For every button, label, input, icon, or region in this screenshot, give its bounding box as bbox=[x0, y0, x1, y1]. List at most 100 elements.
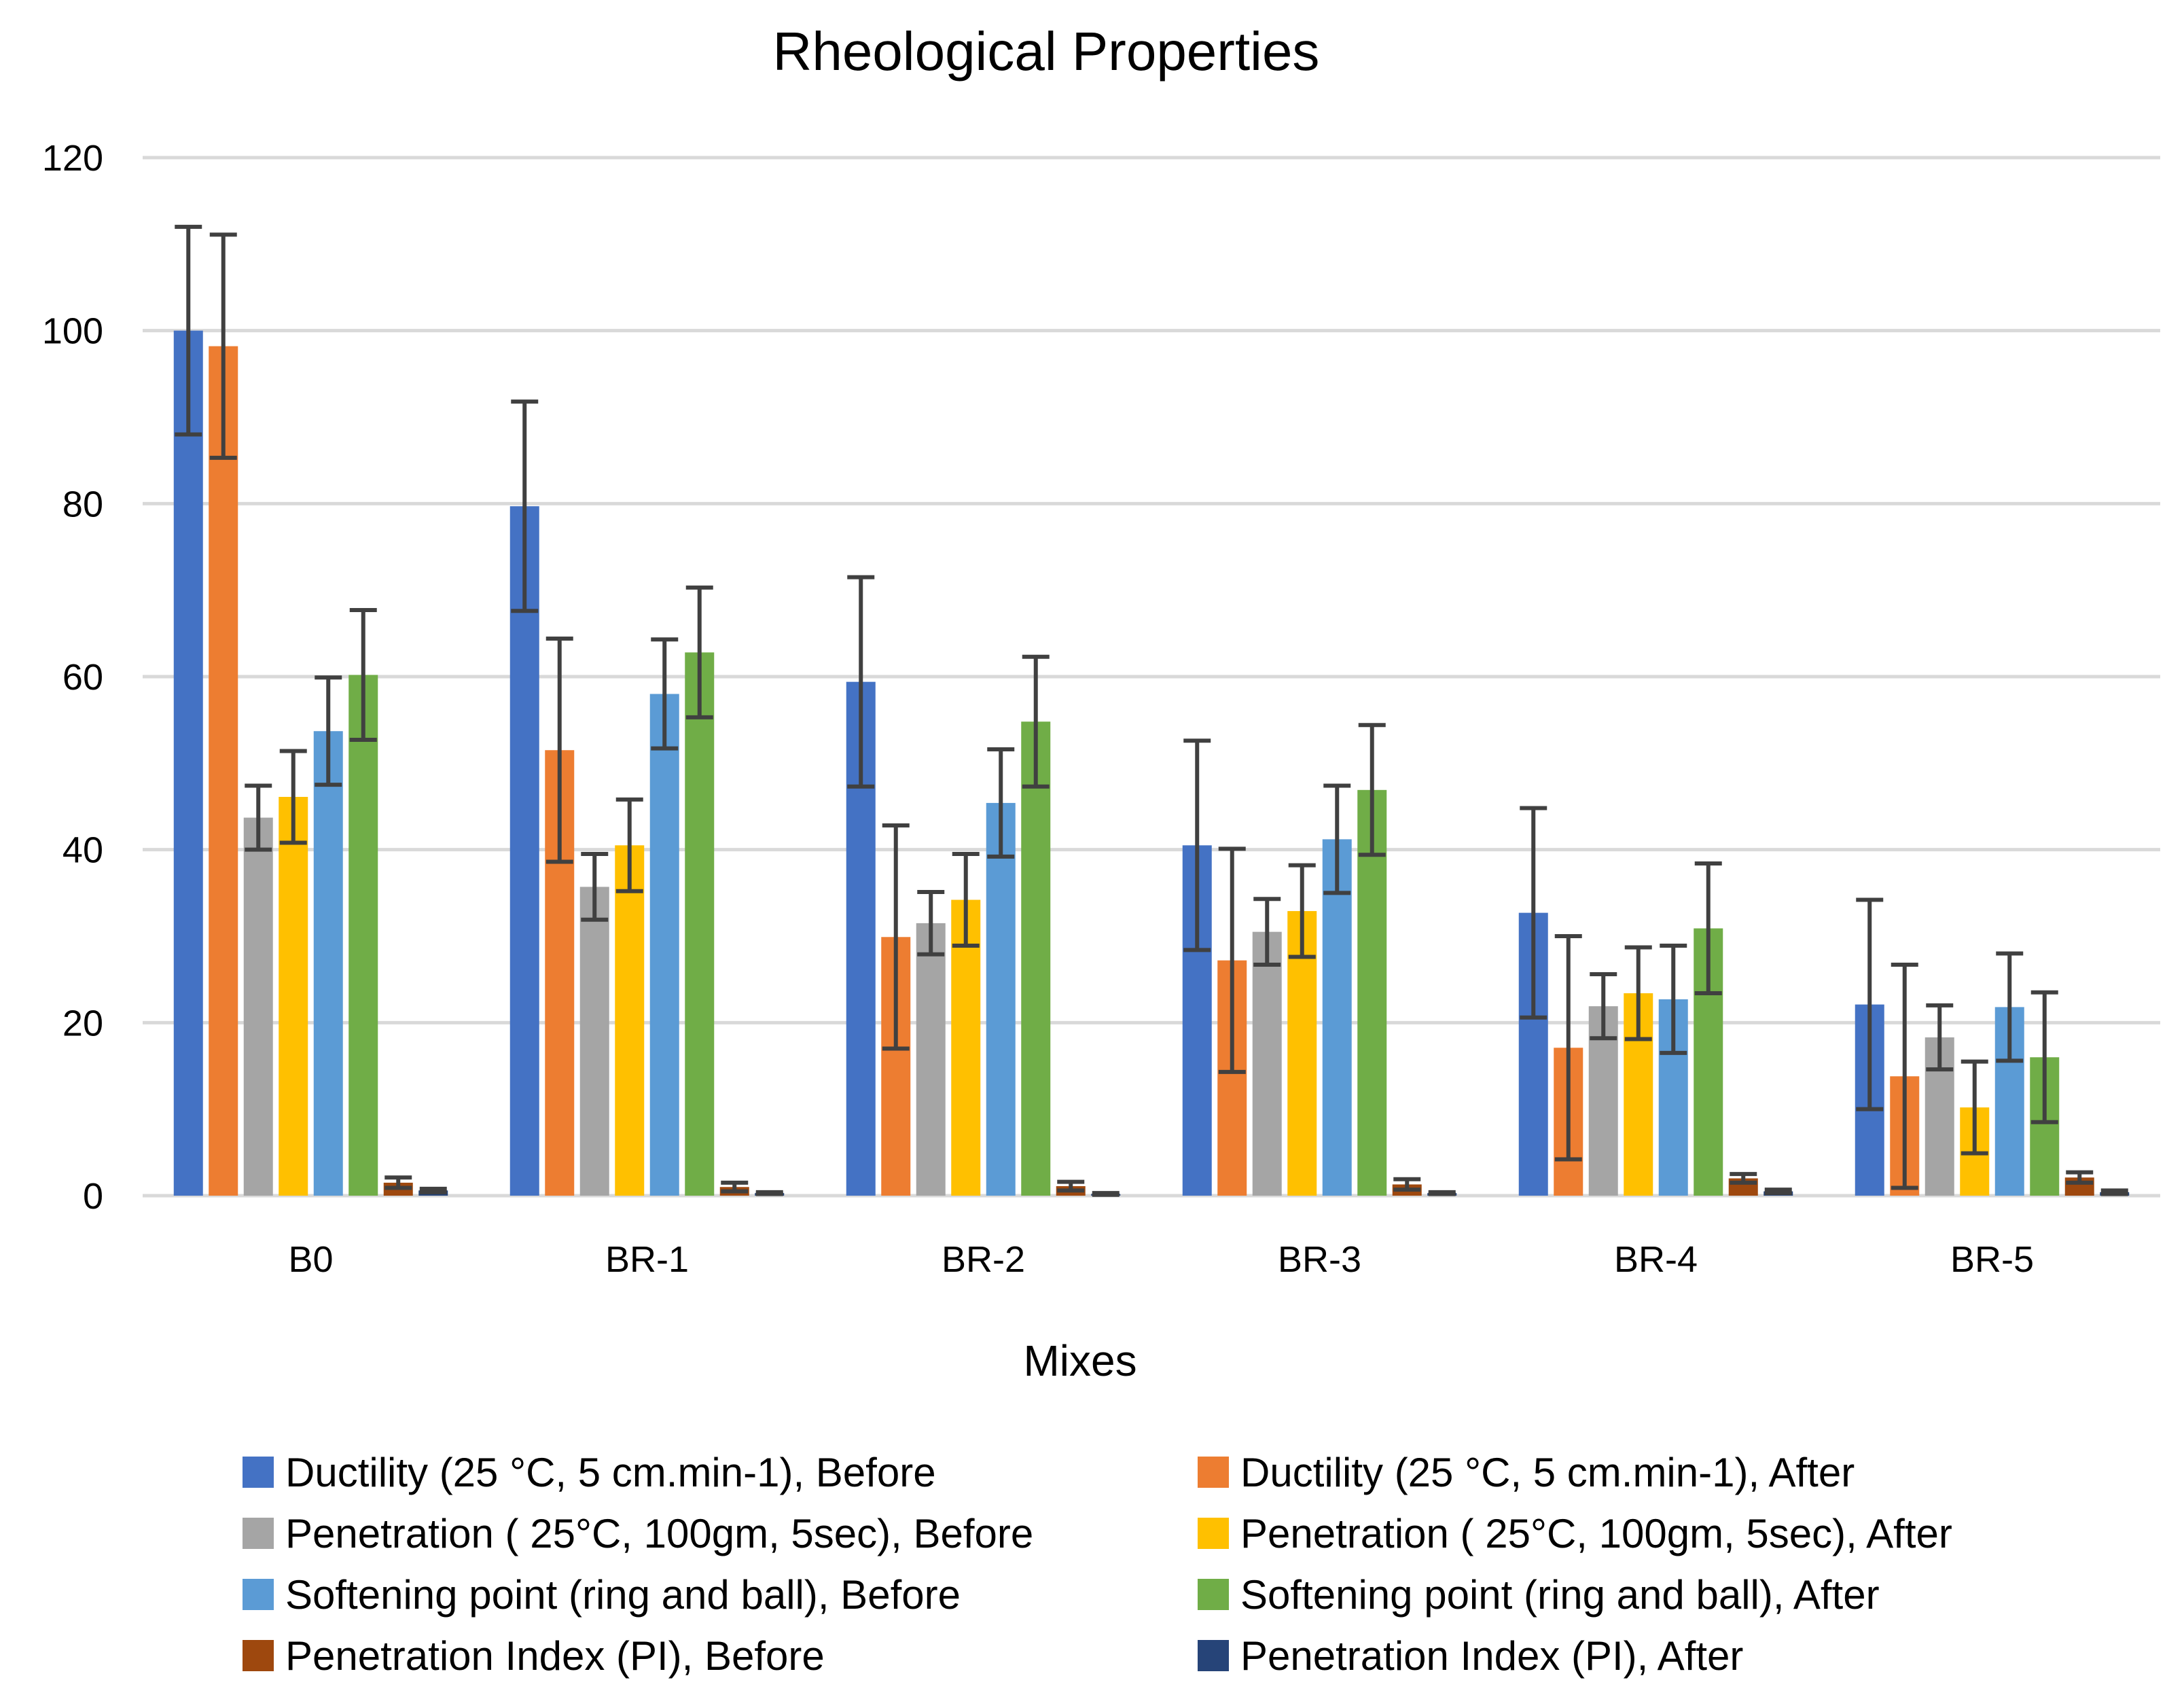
legend-swatch bbox=[243, 1518, 274, 1549]
y-tick-label: 0 bbox=[83, 1176, 103, 1217]
y-tick-label: 20 bbox=[62, 1003, 103, 1043]
error-bar bbox=[1428, 1190, 1456, 1196]
error-bar bbox=[1694, 861, 1722, 996]
error-bar bbox=[245, 783, 272, 852]
bar bbox=[685, 652, 715, 1196]
error-bar bbox=[1891, 963, 1918, 1190]
y-tick-label: 40 bbox=[62, 830, 103, 871]
legend-label: Softening point (ring and ball), Before bbox=[285, 1572, 961, 1618]
error-bar bbox=[1856, 897, 1884, 1111]
bar bbox=[348, 675, 378, 1196]
bar bbox=[579, 887, 609, 1196]
legend-swatch bbox=[243, 1640, 274, 1671]
error-bar bbox=[987, 747, 1015, 859]
legend-swatch bbox=[243, 1457, 274, 1488]
bar bbox=[509, 506, 539, 1196]
error-bar bbox=[1926, 1003, 1954, 1072]
error-bar bbox=[279, 749, 307, 845]
error-bar bbox=[615, 797, 643, 893]
error-bar bbox=[419, 1186, 447, 1194]
legend-item: Penetration ( 25°C, 100gm, 5sec), Before bbox=[243, 1511, 1033, 1556]
error-bar bbox=[1358, 723, 1386, 857]
error-bar bbox=[315, 675, 342, 787]
legend-swatch bbox=[1198, 1640, 1229, 1671]
bar bbox=[243, 817, 273, 1196]
legend-swatch bbox=[1198, 1518, 1229, 1549]
error-bar bbox=[581, 852, 609, 922]
y-tick-label: 60 bbox=[62, 657, 103, 698]
bar bbox=[649, 694, 679, 1196]
bar bbox=[313, 731, 343, 1196]
legend-item: Ductility (25 °C, 5 cm.min-1), After bbox=[1198, 1450, 1855, 1495]
y-tick-label: 120 bbox=[42, 138, 103, 179]
error-bar bbox=[1996, 951, 2024, 1063]
error-bar bbox=[721, 1180, 749, 1194]
bar bbox=[916, 923, 946, 1196]
error-bar bbox=[1092, 1191, 1120, 1197]
error-bar bbox=[685, 585, 713, 719]
legend-item: Penetration Index (PI), After bbox=[1198, 1633, 1743, 1679]
error-bar bbox=[545, 636, 573, 864]
error-bar bbox=[1057, 1179, 1085, 1193]
bar bbox=[986, 802, 1016, 1196]
error-bar bbox=[651, 637, 679, 751]
legend-label: Penetration Index (PI), After bbox=[1240, 1633, 1743, 1679]
bar bbox=[615, 845, 645, 1196]
error-bar bbox=[1323, 783, 1351, 895]
error-bar bbox=[1624, 945, 1652, 1041]
bars bbox=[173, 330, 2130, 1196]
bar bbox=[173, 330, 203, 1196]
legend: Ductility (25 °C, 5 cm.min-1), Before Duc… bbox=[243, 1450, 1952, 1679]
x-tick-label: BR-5 bbox=[1950, 1239, 2034, 1280]
y-tick-label: 80 bbox=[62, 484, 103, 524]
bar bbox=[951, 899, 981, 1196]
error-bar bbox=[755, 1190, 783, 1196]
error-bar bbox=[384, 1175, 412, 1190]
error-bar bbox=[1288, 863, 1316, 959]
error-bar bbox=[1730, 1172, 1757, 1185]
x-tick-label: BR-4 bbox=[1614, 1239, 1698, 1280]
bar bbox=[1252, 931, 1282, 1196]
legend-item: Penetration Index (PI), Before bbox=[243, 1633, 825, 1679]
legend-label: Softening point (ring and ball), After bbox=[1240, 1572, 1880, 1618]
error-bars bbox=[175, 224, 2128, 1197]
bar bbox=[1357, 789, 1387, 1196]
error-bar bbox=[917, 890, 945, 957]
y-axis-ticks: 0 20 40 60 80 100 120 bbox=[42, 138, 103, 1217]
error-bar bbox=[1520, 806, 1547, 1020]
legend-item: Ductility (25 °C, 5 cm.min-1), Before bbox=[243, 1450, 936, 1495]
bar bbox=[1322, 839, 1352, 1196]
x-axis-title: Mixes bbox=[1023, 1336, 1136, 1385]
error-bar bbox=[175, 224, 202, 437]
x-tick-label: BR-3 bbox=[1278, 1239, 1361, 1280]
error-bar bbox=[1022, 654, 1050, 789]
legend-label: Ductility (25 °C, 5 cm.min-1), After bbox=[1240, 1450, 1855, 1495]
x-tick-label: BR-1 bbox=[605, 1239, 689, 1280]
error-bar bbox=[2100, 1188, 2128, 1196]
error-bar bbox=[1764, 1188, 1792, 1196]
x-tick-label: BR-2 bbox=[942, 1239, 1025, 1280]
error-bar bbox=[1183, 738, 1211, 952]
y-tick-label: 100 bbox=[42, 311, 103, 352]
legend-item: Softening point (ring and ball), After bbox=[1198, 1572, 1880, 1618]
error-bar bbox=[2066, 1170, 2094, 1185]
error-bar bbox=[1218, 846, 1246, 1074]
gridlines bbox=[143, 156, 2160, 1198]
legend-label: Penetration ( 25°C, 100gm, 5sec), Before bbox=[285, 1511, 1033, 1556]
legend-swatch bbox=[243, 1579, 274, 1610]
error-bar bbox=[882, 823, 910, 1051]
bar bbox=[279, 796, 308, 1196]
x-axis-ticks: B0 BR-1 BR-2 BR-3 BR-4 BR-5 bbox=[288, 1239, 2034, 1280]
legend-label: Ductility (25 °C, 5 cm.min-1), Before bbox=[285, 1450, 936, 1495]
x-tick-label: B0 bbox=[288, 1239, 333, 1280]
error-bar bbox=[847, 575, 875, 789]
bar bbox=[209, 346, 238, 1196]
bar bbox=[1021, 721, 1051, 1196]
error-bar bbox=[349, 607, 377, 742]
legend-label: Penetration Index (PI), Before bbox=[285, 1633, 825, 1679]
error-bar bbox=[1253, 897, 1281, 967]
error-bar bbox=[1590, 972, 1617, 1041]
legend-item: Penetration ( 25°C, 100gm, 5sec), After bbox=[1198, 1511, 1952, 1556]
legend-swatch bbox=[1198, 1457, 1229, 1488]
chart-title: Rheological Properties bbox=[773, 21, 1320, 82]
